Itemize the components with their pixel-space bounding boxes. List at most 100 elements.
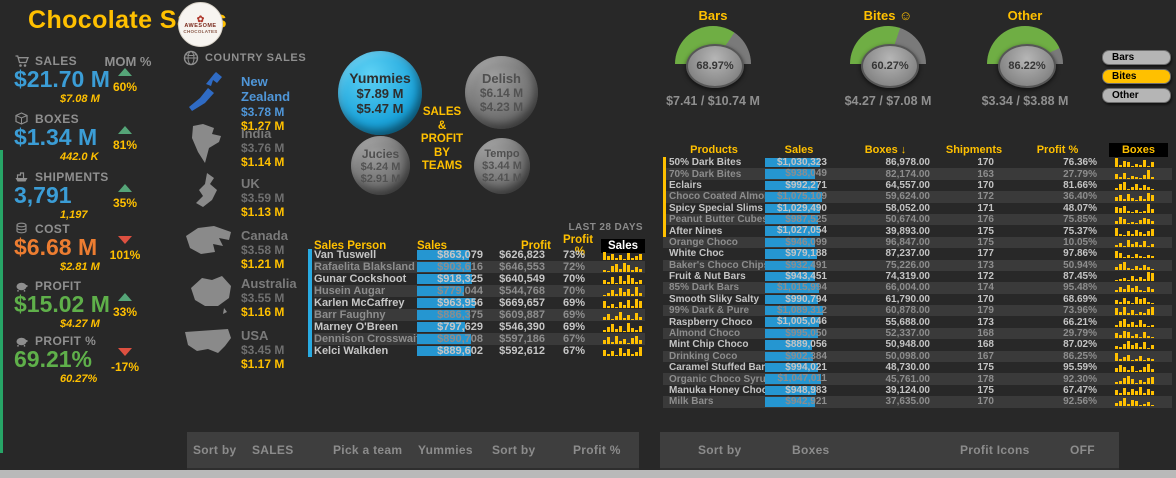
table-row[interactable]: Van Tuswell $863,079 $626,823 73% <box>314 249 645 261</box>
table-row[interactable]: Drinking Coco $902,384 50,098.00 167 86.25% <box>663 350 1172 363</box>
profit-value: $546,390 <box>499 321 545 333</box>
spark-bar <box>619 269 622 272</box>
country-item-usa[interactable]: USA $3.45 M $1.17 M <box>183 324 308 374</box>
piggy-icon <box>16 281 28 292</box>
filter-value-sales[interactable]: SALES <box>252 443 294 457</box>
table-row[interactable]: White Choc $979,188 87,237.00 177 97.86% <box>663 248 1172 259</box>
table-row[interactable]: Almond Choco $995,050 52,337.00 168 29.79% <box>663 327 1172 340</box>
table-row[interactable]: Barr Faughny $886,375 $609,887 69% <box>314 309 645 321</box>
country-profit-value: $1.27 M <box>241 118 285 133</box>
spark-bar <box>1147 377 1150 384</box>
spark-bar <box>1123 261 1126 270</box>
map-new-zealand[interactable] <box>183 70 235 116</box>
spark-bar <box>1123 161 1126 168</box>
filter-label: Sort by <box>193 443 237 457</box>
table-row[interactable]: Gunar Cockshoot $918,325 $640,549 70% <box>314 273 645 285</box>
map-canada[interactable] <box>183 224 235 270</box>
team-bubble-tempo[interactable]: Tempo $3.44 M $2.41 M <box>474 138 530 194</box>
spark-bar <box>603 270 606 272</box>
table-row[interactable]: Smooth Sliky Salty $990,794 61,790.00 170 68… <box>663 294 1172 305</box>
kpi-profit: PROFIT $15.02 M $4.27 M <box>14 279 174 330</box>
map-australia[interactable] <box>183 272 235 318</box>
product-col-header-0[interactable]: Products <box>690 143 738 156</box>
table-row[interactable]: Karlen McCaffrey $963,956 $669,657 69% <box>314 297 645 309</box>
spark-bar <box>1131 288 1134 293</box>
spark-bar <box>1127 230 1130 236</box>
table-row[interactable]: Eclairs $992,271 64,557.00 170 81.66% <box>663 180 1172 191</box>
table-row[interactable]: Baker's Choco Chips $932,491 75,226.00 173 5… <box>663 259 1172 271</box>
spark-bar <box>1131 345 1134 350</box>
table-row[interactable]: Organic Choco Syrup $1,047,011 45,761.00 17… <box>663 373 1172 385</box>
sp-col-header-3[interactable]: Profit % <box>563 234 594 258</box>
table-row[interactable]: Husein Augar $779,044 $544,768 70% <box>314 285 645 297</box>
country-sales-value: $3.58 M <box>241 243 285 258</box>
table-row[interactable]: After Nines $1,027,054 39,893.00 175 75.37% <box>663 225 1172 237</box>
table-row[interactable]: Orange Choco $946,099 96,847.00 175 10.05% <box>663 236 1172 249</box>
country-item-india[interactable]: India $3.76 M $1.14 M <box>183 122 308 172</box>
team-bubble-delish[interactable]: Delish $6.14 M $4.23 M <box>465 56 538 129</box>
table-row[interactable]: 99% Dark & Pure $1,089,312 60,878.00 179 73.… <box>663 305 1172 317</box>
sales-cell: $987,525 <box>765 214 833 225</box>
sales-value: $1,089,312 <box>776 305 827 317</box>
spark-bar <box>611 290 614 296</box>
legend-button-bites[interactable]: Bites <box>1102 69 1171 84</box>
sales-cell: $948,983 <box>765 385 833 396</box>
table-row[interactable]: Fruit & Nut Bars $943,451 74,319.00 172 87.4… <box>663 271 1172 282</box>
spark-bar <box>1127 255 1130 259</box>
profit-pct: 97.86% <box>1063 248 1097 260</box>
spark-bar <box>1131 378 1134 384</box>
table-row[interactable]: Dennison Crosswaite $890,708 $597,186 67% <box>314 333 645 345</box>
map-uk[interactable] <box>183 172 235 218</box>
filter-value-yummies[interactable]: Yummies <box>418 443 473 457</box>
table-row[interactable]: Caramel Stuffed Bars $994,021 48,730.00 175… <box>663 362 1172 373</box>
sp-col-header-2[interactable]: Profit <box>520 240 551 252</box>
sp-col-header-1[interactable]: Sales <box>417 240 448 252</box>
country-item-new-zealand[interactable]: New Zealand $3.78 M $1.27 M <box>183 70 308 133</box>
map-india[interactable] <box>183 122 235 168</box>
sales-cell: $1,005,046 <box>765 316 833 327</box>
team-bubble-jucies[interactable]: Jucies $4.24 M $2.91 M <box>351 136 410 195</box>
filter-value-off[interactable]: OFF <box>1070 443 1095 457</box>
product-col-header-1[interactable]: Sales <box>784 143 814 156</box>
sp-col-header-4[interactable]: Sales <box>601 239 645 253</box>
table-row[interactable]: Choco Coated Almonds $1,075,109 59,624.00 1… <box>663 191 1172 203</box>
table-row[interactable]: 70% Dark Bites $938,049 82,174.00 163 27.79% <box>663 168 1172 180</box>
sp-col-header-0[interactable]: Sales Person <box>314 240 387 252</box>
spark-bar <box>1115 390 1118 395</box>
table-row[interactable]: 50% Dark Bites $1,030,323 86,978.00 170 76.3… <box>663 157 1172 168</box>
map-usa[interactable] <box>183 324 235 370</box>
legend-button-bars[interactable]: Bars <box>1102 50 1171 65</box>
country-item-australia[interactable]: Australia $3.55 M $1.16 M <box>183 272 308 322</box>
product-col-header-4[interactable]: Profit % <box>1036 143 1079 156</box>
table-row[interactable]: Raspberry Choco $1,005,046 55,688.00 173 66.… <box>663 316 1172 328</box>
shipments-value: 173 <box>977 316 994 328</box>
spark-bar <box>1147 348 1150 350</box>
country-item-uk[interactable]: UK $3.59 M $1.13 M <box>183 172 308 222</box>
boxes-sparkline <box>1105 352 1172 361</box>
spark-bar <box>635 330 638 332</box>
legend-button-other[interactable]: Other <box>1102 88 1171 103</box>
table-row[interactable]: Spicy Special Slims $1,029,490 58,052.00 17… <box>663 203 1172 214</box>
table-row[interactable]: Manuka Honey Choco $948,983 39,124.00 175 67… <box>663 385 1172 396</box>
product-col-header-5[interactable]: Boxes <box>1109 142 1168 157</box>
table-row[interactable]: 85% Dark Bars $1,015,994 66,004.00 174 95.48… <box>663 282 1172 294</box>
arrow-up-icon <box>118 184 132 192</box>
product-col-header-2[interactable]: Boxes ↓ <box>864 143 907 156</box>
gauge-title: Bars <box>698 8 728 23</box>
table-row[interactable]: Mint Chip Choco $889,056 50,948.00 168 87.02… <box>663 339 1172 350</box>
boxes-sparkline <box>1105 295 1172 304</box>
table-row[interactable]: Rafaelita Blaksland $903,616 $646,553 72% <box>314 261 645 273</box>
sales-data-bar <box>417 274 472 284</box>
box-icon <box>15 112 28 125</box>
filter-value-profit-%[interactable]: Profit % <box>573 443 621 457</box>
filter-value-boxes[interactable]: Boxes <box>792 443 830 457</box>
table-row[interactable]: Peanut Butter Cubes $987,525 50,674.00 176 7… <box>663 213 1172 226</box>
product-col-header-3[interactable]: Shipments <box>945 143 1003 156</box>
spark-bar <box>1127 300 1130 304</box>
sales-data-bar <box>765 340 812 350</box>
country-item-canada[interactable]: Canada $3.58 M $1.21 M <box>183 224 308 274</box>
table-row[interactable]: Marney O'Breen $797,629 $546,390 69% <box>314 321 645 333</box>
table-row[interactable]: Kelci Walkden $889,602 $592,612 67% <box>314 345 645 357</box>
team-bubble-yummies[interactable]: Yummies $7.89 M $5.47 M <box>338 51 422 135</box>
table-row[interactable]: Milk Bars $942,921 37,635.00 170 92.56% <box>663 396 1172 408</box>
